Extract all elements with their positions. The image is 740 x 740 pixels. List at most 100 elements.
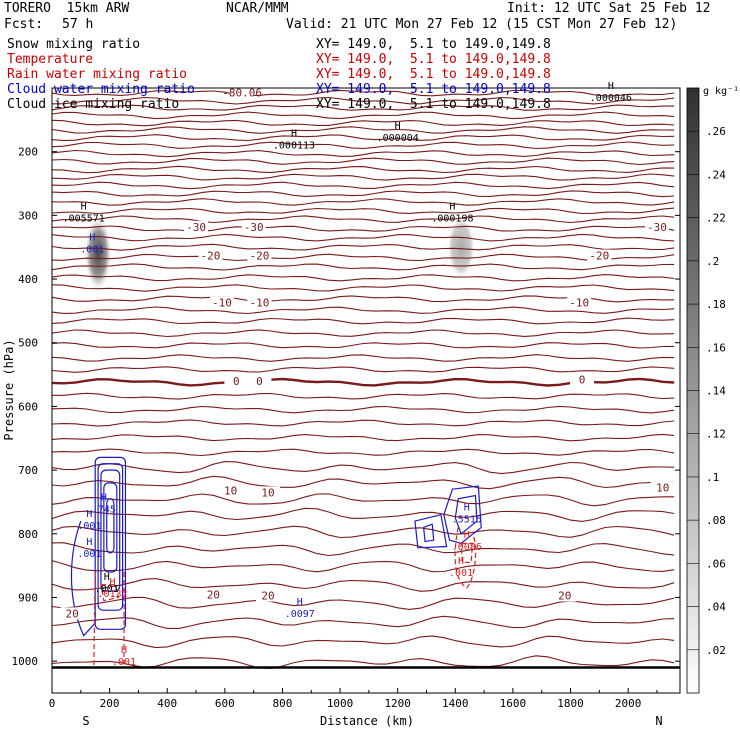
colorbar-tick-label: .24 [706, 168, 726, 181]
colorbar-tick-label: .2 [706, 255, 719, 268]
institution: NCAR/MMM [226, 1, 289, 16]
legend-cloudice-label: Cloud ice mixing ratio [7, 97, 180, 112]
legend-snow-xy: XY= 149.0, 5.1 to 149.0,149.8 [316, 37, 551, 52]
x-tick-label: 1400 [442, 697, 469, 710]
y-tick-label: 700 [18, 464, 38, 477]
temperature-label: -10 [212, 297, 232, 310]
x-tick-label: 2000 [615, 697, 642, 710]
contour-label-bg [552, 589, 577, 602]
maximum-value: .001 [80, 244, 104, 255]
isotherm-line [51, 461, 675, 475]
y-tick-label: 1000 [12, 655, 39, 668]
maximum-marker: H [104, 572, 110, 583]
temperature-label: 0 [256, 375, 263, 388]
isotherm-line [51, 542, 675, 557]
snow-core [447, 215, 476, 280]
contour-label-bg [184, 220, 209, 233]
maximum-value: .0086 [452, 542, 482, 553]
isotherm-line [51, 560, 675, 573]
isotherm-line [51, 149, 675, 158]
isotherm-line [51, 225, 675, 232]
maximum-marker: H [89, 232, 95, 243]
isotherm-line [51, 141, 675, 150]
x-axis-title: Distance (km) [320, 714, 414, 728]
y-tick-label: 400 [18, 273, 38, 286]
temperature-label: -10 [249, 297, 269, 310]
maximum-marker: H [449, 201, 455, 212]
maximum-marker: H [464, 503, 470, 514]
isotherm-line [51, 233, 675, 242]
contour-label-bg [230, 86, 255, 99]
isotherm-line [51, 405, 675, 414]
contour-label-bg [224, 374, 249, 387]
maximum-value: .001 [77, 521, 101, 532]
temperature-label: 20 [66, 607, 79, 620]
x-tick-label: 1200 [384, 697, 411, 710]
isotherm-line [51, 329, 675, 338]
temperature-label: 20 [207, 588, 220, 601]
colorbar-tick-label: .08 [706, 514, 726, 527]
y-tick-label: 600 [18, 400, 38, 413]
maximum-value: .001 [77, 549, 101, 560]
colorbar-tick-label: .22 [706, 212, 726, 225]
cloud-water-contour [97, 463, 124, 611]
isotherm-line [51, 165, 675, 174]
maximum-value: .000198 [431, 213, 473, 224]
temperature-label: 10 [224, 484, 237, 497]
temperature-label: -30 [244, 221, 264, 234]
isotherm-line [51, 173, 675, 181]
contour-label-bg [247, 374, 272, 387]
isotherm-line [51, 306, 675, 315]
maximum-value: .745 [92, 504, 116, 515]
maximum-marker: H [395, 121, 401, 132]
maximum-value: .005571 [63, 213, 105, 224]
axes: 0 200 400 600 800 1000 1200 1400 1600 1800 2000200… [2, 87, 681, 728]
maximum-marker: H [464, 530, 470, 541]
maximum-marker: H [121, 645, 127, 656]
maximum-marker: H [86, 509, 92, 520]
legend-temperature-xy: XY= 149.0, 5.1 to 149.0,149.8 [316, 52, 551, 67]
isotherm-line [51, 596, 675, 610]
isotherm-line [51, 89, 675, 97]
cloud-water-contour [422, 523, 435, 543]
isotherm-line [51, 448, 675, 457]
maximum-value: .000004 [377, 133, 419, 144]
cloud-water-contour [94, 456, 127, 630]
rain-water-contour [100, 584, 119, 602]
temperature-label: 20 [261, 590, 274, 603]
x-tick-label: 600 [215, 697, 235, 710]
isotherm-line [51, 111, 675, 120]
y-tick-label: 900 [18, 591, 38, 604]
maximum-value: .000046 [590, 93, 632, 104]
cloud-water-contour [103, 482, 118, 573]
south-label: S [82, 714, 89, 728]
isotherm-line [51, 215, 675, 224]
colorbar-tick-label: .18 [706, 298, 726, 311]
isotherm-line [51, 104, 675, 111]
x-tick-label: 1800 [557, 697, 584, 710]
maximum-marker: H [291, 129, 297, 140]
isotherm-line [51, 134, 675, 142]
temperature-label: -30 [647, 221, 667, 234]
colorbar: .02 .04 .06 .08 .1 .12 .14 .16 .18 .2 .22 .24 .26 g k… [686, 86, 739, 694]
isotherm-line [51, 243, 675, 251]
legend-cloudwater-xy: XY= 149.0, 5.1 to 149.0,149.8 [316, 82, 551, 97]
isotherm-line [51, 507, 675, 522]
y-tick-label: 500 [18, 337, 38, 350]
x-tick-label: 400 [157, 697, 177, 710]
legend-cloudice-xy: XY= 149.0, 5.1 to 149.0,149.8 [316, 97, 551, 112]
maximum-marker: H [101, 492, 107, 503]
cloud-water-contour [106, 498, 115, 554]
temperature-label: 20 [558, 590, 571, 603]
isotherm-line [51, 419, 675, 427]
isotherm-line [51, 181, 675, 190]
isotherm-line [51, 119, 675, 127]
cloud-water-contour [454, 494, 478, 535]
cloud-water-contour [70, 520, 96, 637]
temperature-label: -20 [249, 249, 269, 262]
isotherm-line [51, 433, 675, 442]
maximum-value: .0132 [97, 589, 127, 600]
legend-cloudwater-label: Cloud water mixing ratio [7, 82, 195, 97]
isotherm-line [51, 354, 675, 362]
